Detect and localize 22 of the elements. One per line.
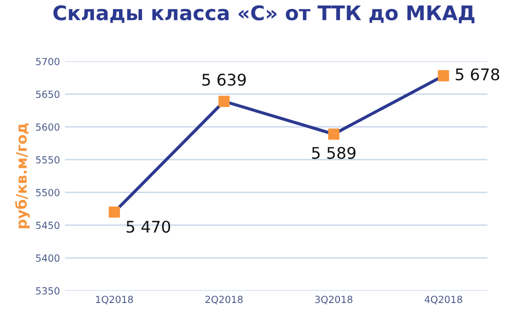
y-tick-label: 5700	[36, 58, 60, 66]
x-tick-label: 1Q2018	[96, 296, 133, 304]
point	[218, 96, 230, 107]
y-tick-label: 5550	[36, 156, 60, 164]
data-label: 5 639	[202, 74, 246, 86]
y-tick-label: 5650	[36, 90, 60, 98]
chart-title: Склады класса «С» от ТТК до МКАД	[53, 5, 474, 24]
point	[328, 128, 340, 140]
point	[438, 70, 450, 82]
y-tick-label: 5400	[36, 254, 60, 262]
data-label: 5 470	[126, 220, 170, 233]
y-tick-label: 5350	[36, 287, 60, 295]
data-label: 5 678	[456, 68, 500, 80]
x-tick-label: 4Q2018	[424, 296, 462, 304]
y-axis-title: руб/кв.м/год	[15, 123, 30, 228]
y-tick-label: 5600	[36, 123, 60, 131]
x-tick-label: 2Q2018	[205, 296, 243, 304]
y-tick-label: 5500	[36, 188, 60, 196]
y-tick-label: 5450	[36, 222, 60, 230]
x-tick-label: 3Q2018	[315, 296, 352, 304]
point	[108, 206, 120, 218]
data-label: 5 589	[312, 146, 356, 159]
